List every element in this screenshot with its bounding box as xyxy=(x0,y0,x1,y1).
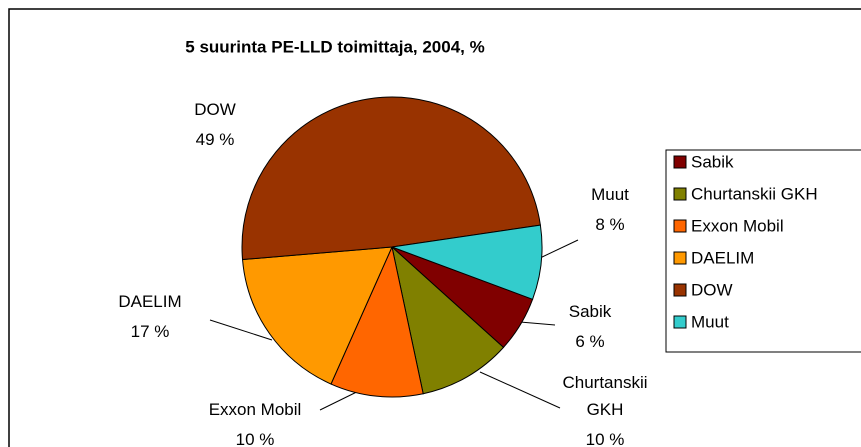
pie-slice xyxy=(391,245,505,395)
legend-box xyxy=(665,149,861,353)
slice-value-label: 10 % xyxy=(585,430,625,447)
legend-label: DAELIM xyxy=(691,248,754,267)
slice-value-label: 17 % xyxy=(130,322,170,341)
pie-slice xyxy=(391,224,543,300)
legend-label: Muut xyxy=(691,312,729,331)
slice-label: Churtanskii GKH xyxy=(562,373,648,419)
slice-value-label: 6 % xyxy=(575,332,605,351)
legend-swatch xyxy=(673,251,687,265)
slice-label: Exxon Mobil xyxy=(208,400,302,419)
slice-value-label: 49 % xyxy=(195,130,235,149)
slice-label: Sabik xyxy=(568,302,612,321)
legend-label: Exxon Mobil xyxy=(691,216,784,235)
slice-label: Muut xyxy=(591,185,629,204)
slice-label: DAELIM xyxy=(118,292,182,311)
legend-swatch xyxy=(673,187,687,201)
legend-swatch xyxy=(673,219,687,233)
chart-title: 5 suurinta PE-LLD toimittaja, 2004, % xyxy=(185,37,484,56)
legend-label: Sabik xyxy=(691,152,734,171)
pie-slice xyxy=(330,245,424,398)
legend-swatch xyxy=(673,283,687,297)
legend-label: Churtanskii GKH xyxy=(691,184,818,203)
legend-label: DOW xyxy=(691,280,733,299)
slice-value-label: 10 % xyxy=(235,430,275,447)
pie-slice xyxy=(241,96,541,261)
legend-swatch xyxy=(673,155,687,169)
pie-slice xyxy=(241,246,393,385)
slice-value-label: 8 % xyxy=(595,215,625,234)
legend-swatch xyxy=(673,315,687,329)
slice-label: DOW xyxy=(194,100,236,119)
